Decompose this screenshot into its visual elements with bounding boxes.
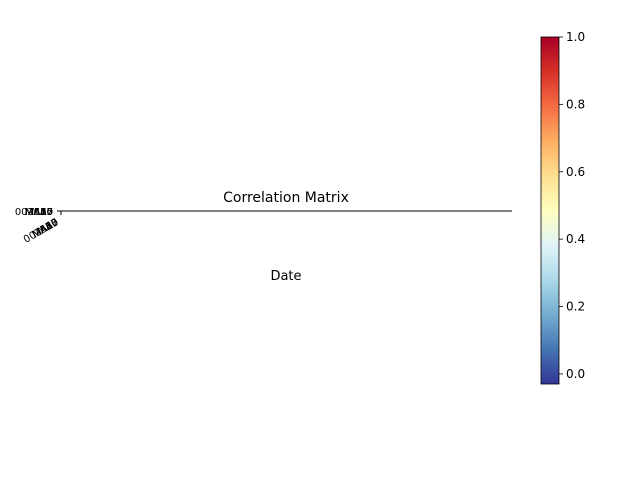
y-tick-label: 002557 [15,207,53,218]
colorbar-ticks: 0.0 0.2 0.4 0.6 0.8 1.0 [559,30,585,381]
colorbar [540,36,560,385]
y-tick-label: MA60 [25,207,53,218]
y-tick-label: MA5 [31,207,53,218]
colorbar-tick-label: 0.6 [566,165,585,179]
chart-title: Correlation Matrix [223,190,349,206]
y-tick-label: MA30 [25,207,53,218]
colorbar-tick-label: 0.2 [566,300,585,314]
colorbar-tick-label: 0.4 [566,232,585,246]
x-axis-label: Date [270,269,301,284]
y-tick-label: MA10 [25,207,53,218]
y-tick-label: MA20 [25,207,53,218]
x-tick-label: MA60 [31,217,61,241]
colorbar-tick-label: 0.0 [566,367,585,381]
colorbar-tick-label: 1.0 [566,30,585,44]
colorbar-tick-label: 0.8 [566,97,585,111]
